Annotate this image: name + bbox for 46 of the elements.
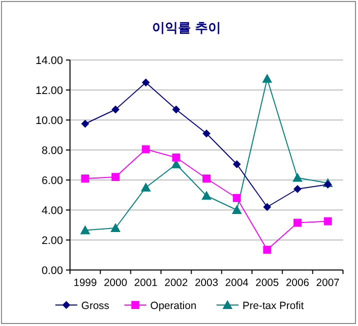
point [263,203,272,211]
point [202,190,212,200]
x-tick-label: 2003 [194,277,218,289]
x-tick-label: 2006 [286,277,310,289]
y-tick-label: 14.00 [35,55,63,67]
x-tick-label: 1999 [73,277,98,289]
point [263,246,272,254]
y-tick-label: 4.00 [42,205,63,217]
legend-label: Pre-tax Profit [242,300,304,312]
point [81,120,90,128]
point [262,74,272,83]
point [80,225,90,234]
x-tick-label: 2000 [104,277,128,289]
point [142,145,150,154]
point [324,180,332,188]
point [294,218,302,227]
y-tick-label: 12.00 [35,85,63,97]
point [202,174,210,182]
point [172,106,180,114]
point [294,185,302,193]
point [112,106,120,114]
legend-label: Operation [150,300,197,312]
point [172,154,180,162]
y-tick-label: 8.00 [42,145,63,157]
x-tick-label: 2002 [164,277,188,289]
x-tick-label: 2005 [255,277,280,289]
y-tick-label: 2.00 [42,235,63,247]
y-tick-label: 6.00 [42,175,63,187]
point [232,160,241,168]
x-tick-label: 2007 [316,277,340,289]
chart-title: 이익률 추이 [152,20,221,35]
point [232,194,241,202]
point [292,172,302,182]
x-tick-label: 2001 [134,277,158,289]
y-tick-label: 10.00 [35,115,63,127]
point [324,217,332,226]
point [110,223,120,232]
x-tick-label: 2004 [225,277,249,289]
point [81,174,90,182]
y-tick-label: 0.00 [42,265,63,277]
point [142,78,150,86]
point [140,182,151,192]
legend-label: Gross [81,300,110,312]
point [232,205,242,214]
point [202,130,210,138]
point [112,173,120,181]
